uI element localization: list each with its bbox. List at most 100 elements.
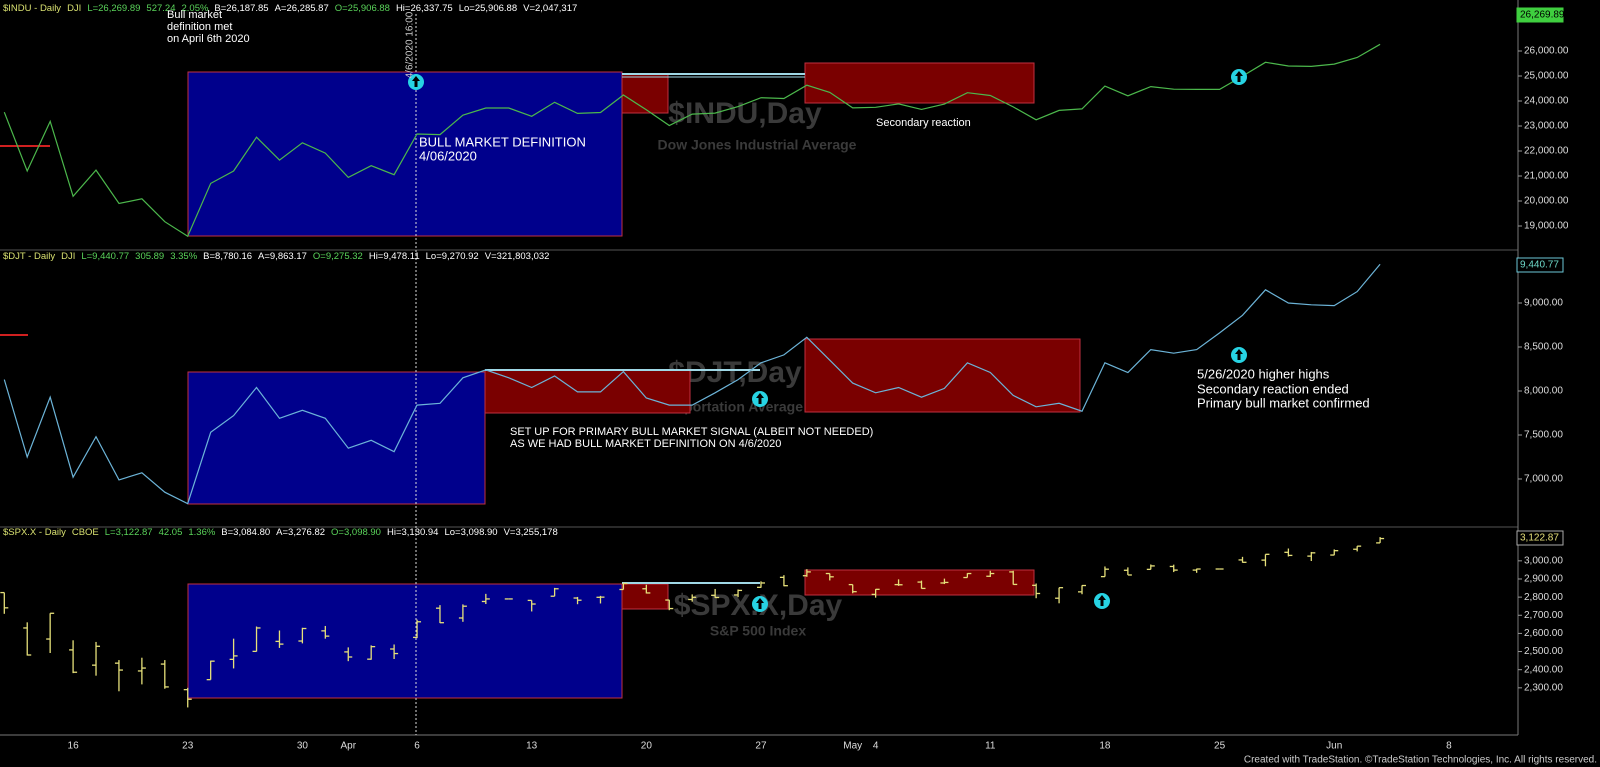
- x-tick-label: 25: [1214, 741, 1226, 752]
- annotation: SET UP FOR PRIMARY BULL MARKET SIGNAL (A…: [510, 426, 873, 438]
- header-item: 42.05: [159, 527, 183, 538]
- price-box: [1516, 7, 1564, 23]
- header-item: O=3,098.90: [331, 527, 381, 538]
- annotation: 4/6/2020 16:00: [405, 11, 416, 78]
- header-item: Hi=9,478.11: [369, 251, 420, 262]
- header-item: A=26,285.87: [275, 3, 329, 14]
- annotation: definition met: [167, 21, 232, 33]
- bull-box: [187, 583, 623, 699]
- price-line: [3, 263, 1381, 505]
- annotation: 4/06/2020: [419, 148, 477, 163]
- panel-header: $INDU - Daily DJI L=26,269.89 527.24 2.05% B=…: [3, 3, 577, 14]
- reaction-box: [621, 583, 669, 610]
- price-box: [1516, 257, 1564, 273]
- y-tick-label: 3,000.00: [1524, 555, 1563, 566]
- header-item: $SPX.X - Daily: [3, 527, 66, 538]
- y-tick-label: 2,400.00: [1524, 664, 1563, 675]
- header-item: A=3,276.82: [276, 527, 325, 538]
- header-item: V=2,047,317: [523, 3, 577, 14]
- x-tick-label: 8: [1446, 741, 1452, 752]
- header-item: 305.89: [135, 251, 164, 262]
- y-tick-label: 22,000.00: [1524, 146, 1569, 157]
- y-tick-label: 7,000.00: [1524, 474, 1563, 485]
- header-item: 1.36%: [188, 527, 215, 538]
- arrow-icon: [1231, 347, 1247, 363]
- header-item: B=26,187.85: [214, 3, 268, 14]
- price-label: 3,122.87: [1520, 533, 1559, 544]
- arrow-icon: [1231, 69, 1247, 85]
- y-tick-label: 2,600.00: [1524, 628, 1563, 639]
- y-tick-label: 9,000.00: [1524, 298, 1563, 309]
- price-line: [3, 43, 1381, 238]
- x-tick-label: 13: [526, 741, 538, 752]
- y-tick-label: 26,000.00: [1524, 46, 1569, 57]
- header-item: 3.35%: [170, 251, 197, 262]
- x-tick-label: 6: [414, 741, 420, 752]
- header-item: O=9,275.32: [313, 251, 363, 262]
- y-tick-label: 25,000.00: [1524, 71, 1569, 82]
- y-tick-label: 8,500.00: [1524, 342, 1563, 353]
- watermark-subtitle: S&P 500 Index: [710, 623, 806, 639]
- price-label: 9,440.77: [1520, 260, 1559, 271]
- arrow-icon: [752, 596, 768, 612]
- header-item: A=9,863.17: [258, 251, 307, 262]
- header-item: V=321,803,032: [485, 251, 550, 262]
- y-tick-label: 2,900.00: [1524, 574, 1563, 585]
- x-tick-label: 23: [182, 741, 194, 752]
- header-item: Hi=26,337.75: [396, 3, 453, 14]
- x-tick-label: May: [843, 741, 862, 752]
- y-tick-label: 2,800.00: [1524, 592, 1563, 603]
- y-tick-label: 21,000.00: [1524, 171, 1569, 182]
- header-item: V=3,255,178: [504, 527, 558, 538]
- watermark-subtitle: Dow Jones Industrial Average: [658, 137, 857, 153]
- y-tick-label: 8,000.00: [1524, 386, 1563, 397]
- header-item: Lo=25,906.88: [459, 3, 517, 14]
- y-tick-label: 2,700.00: [1524, 610, 1563, 621]
- footer: Created with TradeStation. ©TradeStation…: [1244, 755, 1597, 766]
- bull-box: [187, 71, 623, 237]
- bull-box: [187, 371, 486, 505]
- header-item: DJI: [67, 3, 81, 14]
- header-item: 2.05%: [181, 3, 208, 14]
- reaction-box: [804, 338, 1081, 413]
- header-item: Lo=3,098.90: [444, 527, 497, 538]
- price-box: [1516, 530, 1564, 546]
- reaction-box: [804, 62, 1035, 104]
- watermark-title: $DJT,Day: [668, 356, 802, 389]
- header-item: CBOE: [72, 527, 99, 538]
- x-tick-label: Jun: [1326, 741, 1342, 752]
- labels: Created with TradeStation. ©TradeStation…: [3, 3, 1597, 766]
- x-tick-label: 18: [1099, 741, 1111, 752]
- y-tick-label: 23,000.00: [1524, 121, 1569, 132]
- header-item: L=9,440.77: [81, 251, 129, 262]
- price-label: 26,269.89: [1520, 10, 1565, 21]
- y-tick-label: 7,500.00: [1524, 430, 1563, 441]
- annotation: AS WE HAD BULL MARKET DEFINITION ON 4/6/…: [510, 438, 781, 450]
- x-tick-label: 16: [68, 741, 80, 752]
- y-tick-label: 19,000.00: [1524, 221, 1569, 232]
- plot: [0, 43, 1385, 708]
- header-item: $DJT - Daily: [3, 251, 55, 262]
- header-item: O=25,906.88: [335, 3, 390, 14]
- y-tick-label: 24,000.00: [1524, 96, 1569, 107]
- x-tick-label: 20: [641, 741, 653, 752]
- panel-header: $SPX.X - Daily CBOE L=3,122.87 42.05 1.36% B=…: [3, 527, 558, 538]
- annotation: Secondary reaction ended: [1197, 381, 1349, 396]
- header-item: Lo=9,270.92: [426, 251, 479, 262]
- annotation: Bull market: [167, 9, 222, 21]
- x-tick-label: 4: [873, 741, 879, 752]
- reaction-box: [621, 73, 669, 114]
- x-tick-label: Apr: [340, 741, 356, 752]
- y-tick-label: 2,500.00: [1524, 646, 1563, 657]
- arrow-icon: [408, 74, 424, 90]
- panel-header: $DJT - Daily DJI L=9,440.77 305.89 3.35% B=8,…: [3, 251, 549, 262]
- annotation: BULL MARKET DEFINITION: [419, 134, 586, 149]
- header-item: 527.24: [146, 3, 175, 14]
- header-item: DJI: [61, 251, 75, 262]
- header-item: B=8,780.16: [203, 251, 252, 262]
- watermark-title: $INDU,Day: [668, 97, 822, 130]
- y-tick-label: 2,300.00: [1524, 682, 1563, 693]
- y-tick-label: 20,000.00: [1524, 196, 1569, 207]
- header-item: B=3,084.80: [221, 527, 270, 538]
